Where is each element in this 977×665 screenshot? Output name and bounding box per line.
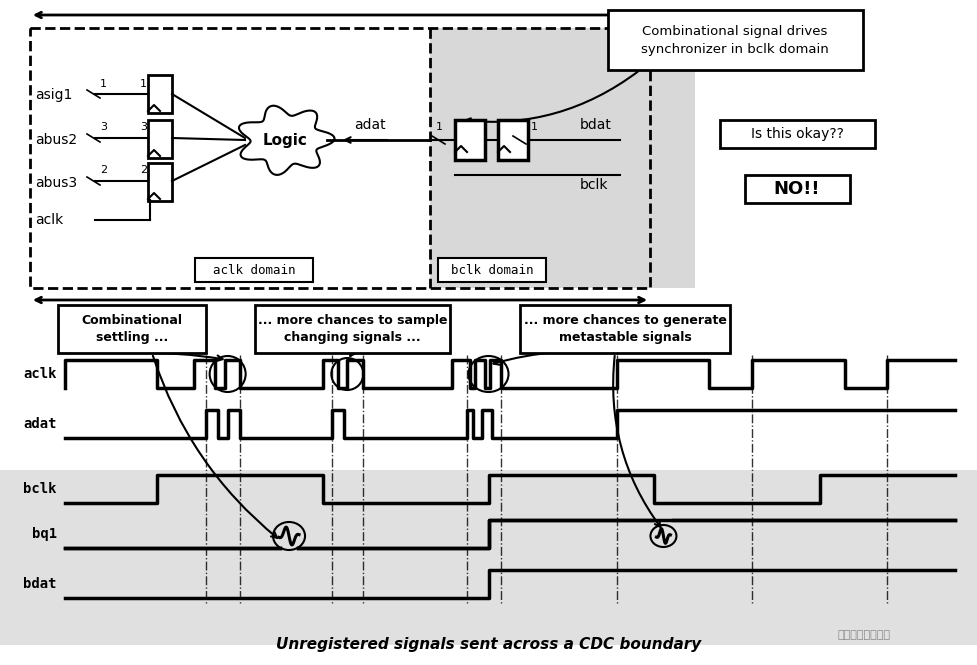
Bar — [0, 470, 977, 645]
Bar — [455, 120, 485, 160]
Text: bclk domain: bclk domain — [450, 263, 533, 277]
Bar — [148, 75, 172, 113]
Text: 3: 3 — [140, 122, 147, 132]
Bar — [720, 120, 875, 148]
Bar — [745, 175, 850, 203]
Text: 芗片设计进阶之路: 芗片设计进阶之路 — [837, 630, 890, 640]
Text: 2: 2 — [100, 165, 107, 175]
Text: bq1: bq1 — [32, 527, 57, 541]
Text: aclk: aclk — [35, 213, 64, 227]
Text: adat: adat — [23, 417, 57, 431]
Text: bdat: bdat — [23, 577, 57, 591]
Bar — [148, 163, 172, 201]
Bar — [58, 305, 206, 353]
Text: bclk: bclk — [580, 178, 609, 192]
Text: ... more chances to sample
changing signals ...: ... more chances to sample changing sign… — [258, 314, 447, 344]
Text: 1: 1 — [140, 79, 147, 89]
Text: aclk: aclk — [23, 367, 57, 381]
Text: bdat: bdat — [580, 118, 612, 132]
Bar — [430, 28, 695, 288]
Bar — [30, 28, 650, 288]
Bar — [148, 120, 172, 158]
Text: 1: 1 — [100, 79, 107, 89]
Text: 1: 1 — [436, 122, 443, 132]
Text: 3: 3 — [100, 122, 107, 132]
Text: ... more chances to generate
metastable signals: ... more chances to generate metastable … — [524, 314, 727, 344]
Text: asig1: asig1 — [35, 88, 72, 102]
Bar — [608, 10, 863, 70]
Text: Logic: Logic — [263, 132, 308, 148]
Bar — [438, 258, 546, 282]
Bar — [498, 120, 528, 160]
Bar — [520, 305, 730, 353]
Text: abus2: abus2 — [35, 133, 77, 147]
Text: bclk: bclk — [23, 482, 57, 496]
Text: Combinational
settling ...: Combinational settling ... — [81, 314, 183, 344]
Text: Combinational signal drives
synchronizer in bclk domain: Combinational signal drives synchronizer… — [641, 25, 828, 55]
Bar — [195, 258, 313, 282]
Text: Is this okay??: Is this okay?? — [750, 127, 843, 141]
Text: 1: 1 — [531, 122, 538, 132]
Text: 2: 2 — [140, 165, 148, 175]
Text: adat: adat — [355, 118, 386, 132]
Text: Unregistered signals sent across a CDC boundary: Unregistered signals sent across a CDC b… — [276, 638, 701, 652]
Bar — [255, 305, 450, 353]
Polygon shape — [239, 106, 334, 175]
Text: aclk domain: aclk domain — [213, 263, 295, 277]
Text: NO!!: NO!! — [774, 180, 821, 198]
Text: abus3: abus3 — [35, 176, 77, 190]
